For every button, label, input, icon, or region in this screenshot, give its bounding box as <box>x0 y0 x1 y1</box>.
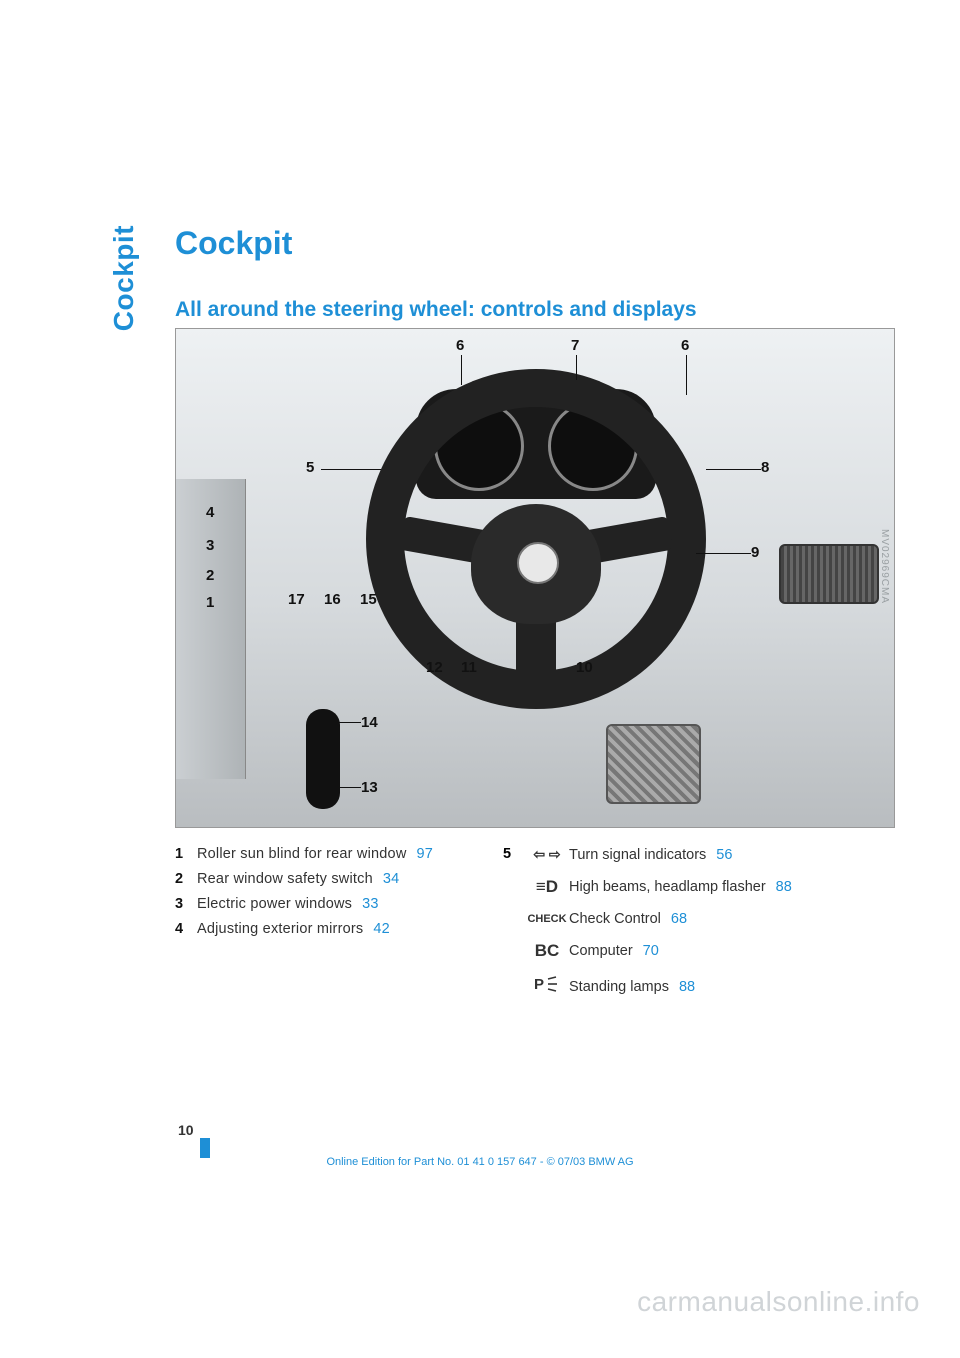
page-content: Cockpit All around the steering wheel: c… <box>175 225 895 1012</box>
legend-text: Standing lamps88 <box>569 979 863 995</box>
legend-num: 2 <box>175 871 197 887</box>
legend-icon-item: ⇦ ⇨ Turn signal indicators56 <box>525 846 863 863</box>
page-ref[interactable]: 97 <box>417 846 434 862</box>
callout-16: 16 <box>324 591 341 608</box>
turn-signal-icon: ⇦ ⇨ <box>525 846 569 863</box>
page-ref[interactable]: 68 <box>671 911 687 927</box>
page-ref[interactable]: 88 <box>776 879 792 895</box>
section-tab: Cockpit <box>108 225 140 331</box>
legend-item: 1 Roller sun blind for rear window97 <box>175 846 475 862</box>
legend-text: Computer70 <box>569 943 863 959</box>
callout-9: 9 <box>751 544 759 561</box>
leader-line <box>686 355 687 395</box>
leader-line <box>576 355 577 380</box>
legend-icon-item: CHECK Check Control68 <box>525 911 863 927</box>
svg-text:P: P <box>534 976 544 993</box>
legend-icon-item: ≡D High beams, headlamp flasher88 <box>525 877 863 897</box>
leader-line <box>461 355 462 385</box>
callout-4: 4 <box>206 504 214 521</box>
source-watermark: carmanualsonline.info <box>637 1286 920 1318</box>
callout-3: 3 <box>206 537 214 554</box>
callout-11: 11 <box>461 659 477 676</box>
legend-text: Check Control68 <box>569 911 863 927</box>
leader-line <box>696 553 751 554</box>
leader-line <box>336 787 361 788</box>
legend-num: 3 <box>175 896 197 912</box>
diagram-image-code: MV02969CMA <box>879 529 890 604</box>
page-title: Cockpit <box>175 225 895 262</box>
legend-text: Turn signal indicators56 <box>569 847 863 863</box>
callout-15: 15 <box>360 591 377 608</box>
cockpit-diagram: 6 7 6 5 8 4 3 2 1 9 17 16 15 12 11 10 14 <box>175 328 895 828</box>
legend-text: Roller sun blind for rear window97 <box>197 846 475 862</box>
legend-icon-item: P Standing lamps88 <box>525 975 863 998</box>
manual-page: Cockpit Cockpit All around the steering … <box>0 0 960 1358</box>
diagram-pedal <box>606 724 701 804</box>
legend-left-column: 1 Roller sun blind for rear window97 2 R… <box>175 846 475 1012</box>
legend-text: Electric power windows33 <box>197 896 475 912</box>
diagram-shifter <box>306 709 340 809</box>
page-ref[interactable]: 34 <box>383 871 400 887</box>
callout-13: 13 <box>361 779 378 796</box>
callout-7: 7 <box>571 337 579 354</box>
leader-line <box>321 469 381 470</box>
legend-text: Adjusting exterior mirrors42 <box>197 921 475 937</box>
callout-6: 6 <box>456 337 464 354</box>
leader-line <box>706 469 761 470</box>
diagram-air-vent <box>779 544 879 604</box>
callout-5: 5 <box>306 459 314 476</box>
legend-item: 2 Rear window safety switch34 <box>175 871 475 887</box>
callout-8: 8 <box>761 459 769 476</box>
page-number: 10 <box>178 1122 194 1138</box>
legend: 1 Roller sun blind for rear window97 2 R… <box>175 846 895 1012</box>
legend-num: 5 <box>503 846 525 862</box>
page-ref[interactable]: 33 <box>362 896 379 912</box>
check-control-icon: CHECK <box>525 913 569 925</box>
callout-14: 14 <box>361 714 378 731</box>
callout-10: 10 <box>576 659 593 676</box>
section-subtitle: All around the steering wheel: controls … <box>175 298 895 322</box>
page-number-marker <box>200 1138 210 1158</box>
diagram-steering-hub <box>471 504 601 624</box>
legend-num: 1 <box>175 846 197 862</box>
callout-1: 1 <box>206 594 214 611</box>
legend-text: Rear window safety switch34 <box>197 871 475 887</box>
high-beam-icon: ≡D <box>525 877 569 897</box>
callout-17: 17 <box>288 591 305 608</box>
callout-12: 12 <box>426 659 443 676</box>
leader-line <box>336 722 361 723</box>
legend-right-column: 5 ⇦ ⇨ Turn signal indicators56 ≡D High b… <box>503 846 863 1012</box>
page-ref[interactable]: 70 <box>643 943 659 959</box>
callout-2: 2 <box>206 567 214 584</box>
computer-icon: BC <box>525 941 569 961</box>
page-ref[interactable]: 42 <box>373 921 390 937</box>
legend-num: 4 <box>175 921 197 937</box>
parking-light-glyph: P <box>534 975 560 993</box>
footer-copyright: Online Edition for Part No. 01 41 0 157 … <box>0 1156 960 1168</box>
legend-item: 4 Adjusting exterior mirrors42 <box>175 921 475 937</box>
callout-6b: 6 <box>681 337 689 354</box>
page-ref[interactable]: 88 <box>679 979 695 995</box>
standing-lamps-icon: P <box>525 975 569 998</box>
legend-item: 3 Electric power windows33 <box>175 896 475 912</box>
diagram-door-panel <box>175 479 246 779</box>
page-ref[interactable]: 56 <box>716 847 732 863</box>
legend-text: High beams, headlamp flasher88 <box>569 879 863 895</box>
legend-icon-item: BC Computer70 <box>525 941 863 961</box>
